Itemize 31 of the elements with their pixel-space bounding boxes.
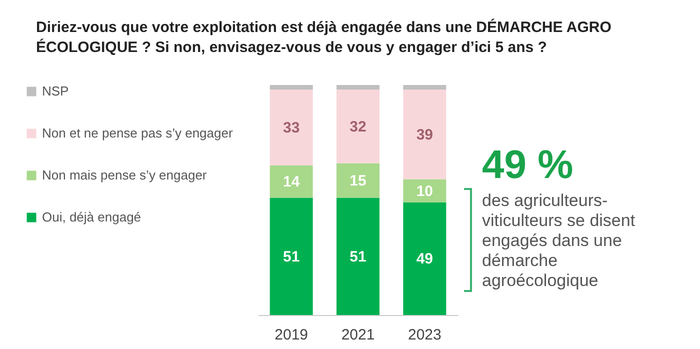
data-label: 14 [282,174,300,191]
bar [336,90,380,164]
x-tick-label: 2019 [274,326,308,344]
bar [336,163,380,198]
chart-title: Diriez-vous que votre exploitation est déjà engagée dans une DÉMARCHE AGRO ÉCOLOGIQUE ? Si non, envisagez-vous de vous y engager d’ici 5 ans ? [36,18,612,58]
legend-label: NSP [42,84,69,98]
data-label: 39 [416,126,434,144]
bar [270,166,313,198]
data-label: 10 [416,182,434,200]
bar [270,85,313,90]
legend-label: Non mais pense s’y engager [42,168,208,182]
bar [336,198,380,315]
data-label: 49 [416,250,434,268]
text: 49 % [482,143,574,187]
data-label: 51 [350,248,366,266]
bar [270,198,313,315]
legend-label: Non et ne pense pas s’y engager [42,126,234,140]
bar [403,90,446,180]
bar [403,85,446,90]
bar [270,90,313,166]
legend-label: Oui, déjà engagé [42,210,142,224]
x-tick-label: 2021 [341,326,375,344]
bar [336,85,380,90]
data-label: 33 [282,120,300,137]
data-label: 32 [350,118,366,136]
data-label: 15 [350,172,366,190]
x-tick-label: 2023 [408,326,442,344]
bar [403,202,446,315]
bar [403,179,446,202]
text: des agriculteurs-viticulteurs se disent engagés dans une démarche agroécologique [482,191,636,291]
data-label: 51 [282,248,300,266]
